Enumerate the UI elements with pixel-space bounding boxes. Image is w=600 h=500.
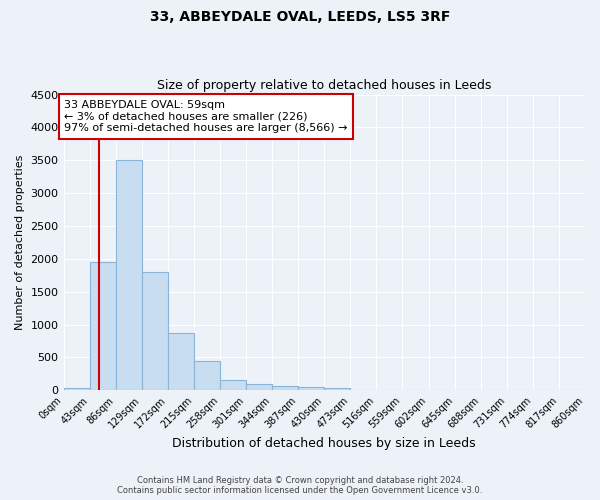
Bar	[142, 272, 168, 390]
Text: 33, ABBEYDALE OVAL, LEEDS, LS5 3RF: 33, ABBEYDALE OVAL, LEEDS, LS5 3RF	[150, 10, 450, 24]
Y-axis label: Number of detached properties: Number of detached properties	[15, 154, 25, 330]
X-axis label: Distribution of detached houses by size in Leeds: Distribution of detached houses by size …	[172, 437, 476, 450]
Bar	[89, 262, 116, 390]
Text: Contains HM Land Registry data © Crown copyright and database right 2024.
Contai: Contains HM Land Registry data © Crown c…	[118, 476, 482, 495]
Title: Size of property relative to detached houses in Leeds: Size of property relative to detached ho…	[157, 79, 491, 92]
Bar	[298, 386, 324, 390]
Bar	[116, 160, 142, 390]
Bar	[168, 333, 194, 390]
Bar	[272, 386, 298, 390]
Text: 33 ABBEYDALE OVAL: 59sqm
← 3% of detached houses are smaller (226)
97% of semi-d: 33 ABBEYDALE OVAL: 59sqm ← 3% of detache…	[64, 100, 347, 133]
Bar	[194, 360, 220, 390]
Bar	[220, 380, 246, 390]
Bar	[64, 388, 89, 390]
Bar	[246, 384, 272, 390]
Bar	[324, 388, 350, 390]
